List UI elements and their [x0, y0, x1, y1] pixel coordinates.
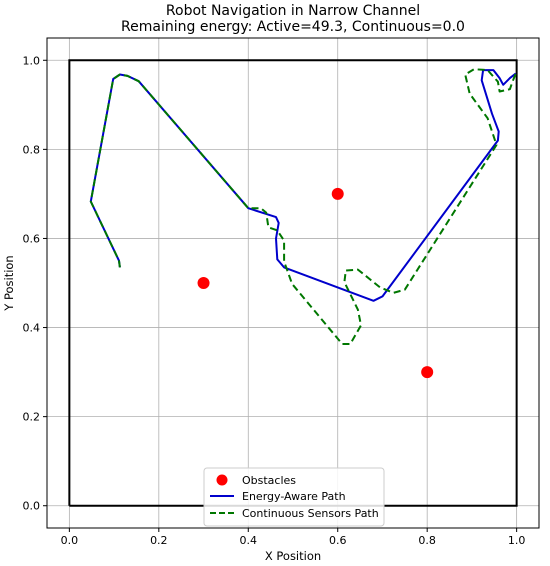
- legend-obstacles-label: Obstacles: [242, 474, 296, 487]
- x-tick-label-4: 0.8: [418, 534, 436, 547]
- y-tick-label-2: 0.4: [23, 322, 41, 335]
- obstacle-point-1: [331, 187, 344, 200]
- x-tick-label-5: 1.0: [508, 534, 526, 547]
- chart-subtitle: Remaining energy: Active=49.3, Continuou…: [121, 19, 465, 35]
- y-tick-label-3: 0.6: [23, 232, 41, 245]
- series-line-1: [89, 68, 517, 345]
- series-line-0: [89, 69, 517, 302]
- y-axis-label: Y Position: [2, 255, 16, 311]
- legend-obstacles-marker: [216, 474, 228, 486]
- x-tick-label-1: 0.2: [150, 534, 168, 547]
- chart-title: Robot Navigation in Narrow Channel: [166, 3, 420, 19]
- channel-boundary: [68, 59, 518, 507]
- obstacle-point-0: [197, 277, 210, 289]
- plot-area: 0.0 0.2 0.4 0.6 0.8 1.0 0.0 0.2 0.4 0.6 0.8 1.0: [23, 37, 540, 547]
- x-axis-label: X Position: [265, 549, 321, 563]
- x-tick-label-0: 0.0: [61, 534, 79, 547]
- y-tick-label-0: 0.0: [23, 500, 41, 513]
- axes-frame: [46, 37, 540, 529]
- y-tick-label-4: 0.8: [23, 143, 41, 156]
- legend: Obstacles Energy-Aware Path Continuous S…: [203, 467, 385, 527]
- legend-continuous-label: Continuous Sensors Path: [242, 507, 379, 520]
- legend-energy-aware-label: Energy-Aware Path: [242, 490, 346, 503]
- y-tick-label-1: 0.2: [23, 411, 41, 424]
- x-tick-label-2: 0.4: [240, 534, 258, 547]
- y-tick-label-5: 1.0: [23, 54, 41, 67]
- legend-frame: [203, 467, 385, 527]
- x-tick-label-3: 0.6: [329, 534, 347, 547]
- obstacle-point-2: [421, 366, 434, 379]
